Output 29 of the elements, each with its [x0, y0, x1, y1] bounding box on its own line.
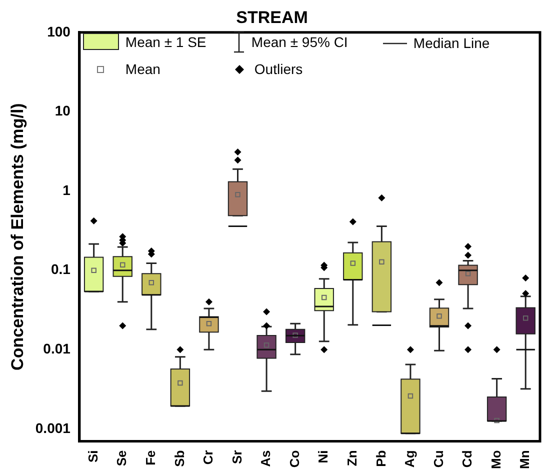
annotation: Median Line: [413, 35, 490, 52]
y-tick-label: 0.1: [50, 261, 71, 278]
x-tick-label: Fe: [142, 450, 158, 466]
x-tick-label: Si: [85, 450, 100, 463]
x-tick-label: Mo: [488, 450, 504, 470]
y-tick-label: 10: [54, 102, 71, 119]
y-tick-label: 0.01: [43, 340, 71, 356]
annotation: Mean ± 95% CI: [251, 34, 348, 50]
x-tick-label: Sr: [229, 450, 244, 464]
x-tick-label: Zn: [344, 450, 360, 466]
x-tick-label: Ag: [402, 450, 418, 468]
y-tick-label: 1: [62, 182, 71, 198]
annotation: Mean ± 1 SE: [125, 34, 206, 50]
annotation: Outliers: [254, 61, 303, 78]
x-tick-label: Mn: [517, 450, 532, 470]
chart-title: STREAM: [236, 8, 308, 27]
x-tick-label: Cu: [430, 450, 446, 468]
x-tick-label: Sb: [172, 450, 187, 467]
x-tick-label: Se: [114, 450, 130, 466]
y-tick-label: 100: [47, 23, 71, 40]
x-tick-label: Ni: [316, 450, 331, 464]
y-axis-title: Concentration of Elements (mg/l): [8, 103, 27, 370]
y-tick-label: 0.001: [35, 420, 71, 436]
annotation: Mean: [125, 61, 160, 78]
x-tick-label: Pb: [373, 450, 388, 467]
x-tick-label: Cr: [200, 450, 216, 465]
x-tick-label: Cd: [460, 450, 475, 468]
x-tick-label: Co: [286, 450, 302, 468]
x-tick-label: As: [258, 450, 274, 467]
